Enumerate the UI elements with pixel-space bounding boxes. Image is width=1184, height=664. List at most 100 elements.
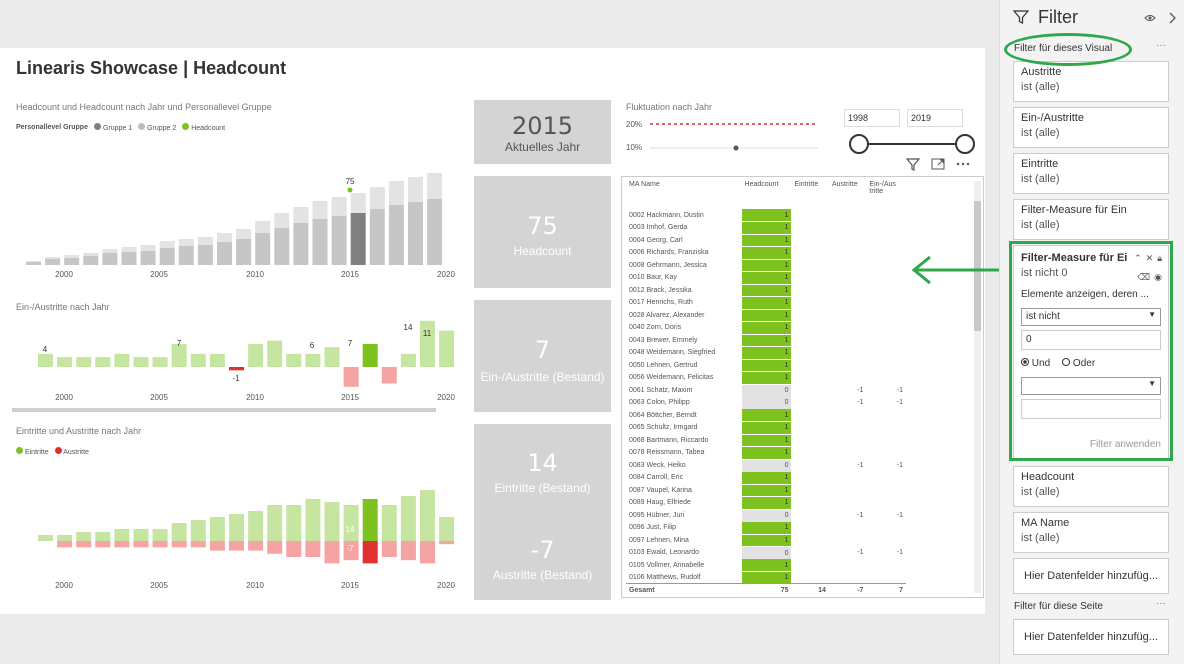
table-row[interactable]: 0043 Brewer, Emmely 1: [626, 334, 906, 347]
bar-positive[interactable]: [305, 353, 321, 367]
bar-gruppe-1[interactable]: [369, 209, 385, 265]
bar-gruppe-2[interactable]: [274, 213, 290, 228]
bar-gruppe-2[interactable]: [159, 241, 175, 248]
column-header[interactable]: MA Name: [629, 181, 660, 188]
bar-eintritte[interactable]: [305, 499, 321, 541]
bar-eintritte[interactable]: [267, 505, 283, 541]
year-slicer[interactable]: 1998 2019: [835, 100, 985, 162]
chevron-right-icon[interactable]: [1168, 12, 1178, 24]
bar-eintritte[interactable]: [209, 517, 225, 541]
bar-eintritte[interactable]: [190, 520, 206, 541]
lock-icon[interactable]: 🔒︎: [1157, 253, 1162, 263]
bar-eintritte[interactable]: [324, 502, 340, 541]
bar-positive[interactable]: [190, 353, 206, 367]
bar-austritte[interactable]: [190, 541, 206, 548]
column-header[interactable]: Headcount: [744, 181, 779, 188]
bar-positive[interactable]: [171, 343, 187, 367]
headcount-chart[interactable]: Headcount und Headcount nach Jahr und Pe…: [12, 100, 461, 288]
table-row[interactable]: 0089 Haug, Elfriede 1: [626, 496, 906, 510]
column-header[interactable]: Ein-/Aus tritte: [869, 181, 896, 195]
bar-eintritte[interactable]: [343, 505, 359, 541]
bar-gruppe-2[interactable]: [121, 247, 137, 252]
bar-eintritte[interactable]: [381, 505, 397, 541]
bar-gruppe-1[interactable]: [331, 216, 347, 265]
table-row[interactable]: 0010 Baur, Kay 1: [626, 271, 906, 285]
slicer-to-input[interactable]: 2019: [907, 109, 963, 127]
bar-negative[interactable]: [343, 367, 359, 387]
bar-positive[interactable]: [420, 320, 435, 367]
bar-positive[interactable]: [248, 343, 264, 367]
bar-gruppe-2[interactable]: [312, 201, 328, 219]
bar-gruppe-1[interactable]: [350, 213, 366, 265]
close-icon[interactable]: ✕: [1145, 253, 1154, 263]
scrollbar[interactable]: [12, 408, 436, 412]
bar-gruppe-2[interactable]: [255, 221, 271, 233]
bar-gruppe-2[interactable]: [178, 239, 194, 246]
table-row[interactable]: 0028 Alvarez, Alexander 1: [626, 309, 906, 322]
slicer-handle-left[interactable]: [849, 134, 869, 154]
table-row[interactable]: 0064 Böttcher, Berndt 1: [626, 409, 906, 422]
eraser-icon[interactable]: ⌫: [1137, 272, 1151, 282]
table-scrollbar[interactable]: [974, 181, 981, 593]
operator-dropdown[interactable]: ist nicht ▼: [1021, 308, 1161, 326]
table-row[interactable]: 0003 Imhof, Gerda 1: [626, 221, 906, 235]
bar-gruppe-1[interactable]: [197, 245, 213, 265]
ein-austritte-chart[interactable]: Ein-/Austritte nach Jahr 4 7 -1 6 -6 7 -…: [12, 300, 461, 412]
bar-positive[interactable]: [267, 340, 283, 367]
more-options-icon[interactable]: [955, 156, 971, 172]
scrollbar-thumb[interactable]: [974, 201, 981, 331]
bar-gruppe-2[interactable]: [102, 249, 118, 253]
filter-card-ma-name[interactable]: MA Name ist (alle): [1013, 512, 1169, 553]
bar-gruppe-2[interactable]: [140, 245, 156, 251]
bar-positive[interactable]: [95, 357, 111, 367]
kpi-headcount[interactable]: 75 Headcount: [474, 176, 611, 288]
bar-gruppe-2[interactable]: [236, 229, 252, 239]
bar-positive[interactable]: [38, 353, 53, 367]
bar-gruppe-2[interactable]: [217, 233, 232, 242]
bar-austritte[interactable]: [420, 541, 435, 564]
table-row[interactable]: 0017 Henrichs, Ruth 1: [626, 296, 906, 310]
filter-card-filter-measure[interactable]: Filter-Measure für Ein ist (alle): [1013, 199, 1169, 240]
bar-austritte[interactable]: [267, 541, 283, 554]
bar-gruppe-2[interactable]: [83, 253, 99, 256]
bar-austritte[interactable]: [95, 541, 111, 548]
column-header[interactable]: Eintritte: [794, 181, 819, 188]
filter-card-headcount[interactable]: Headcount ist (alle): [1013, 466, 1169, 507]
bar-gruppe-1[interactable]: [45, 259, 61, 265]
bar-austritte[interactable]: [171, 541, 187, 548]
bar-gruppe-1[interactable]: [217, 242, 232, 265]
table-row[interactable]: 0065 Schultz, Irmgard 1: [626, 421, 906, 435]
eye-icon[interactable]: ◉: [1154, 272, 1162, 282]
table-row[interactable]: 0040 Zorn, Doris 1: [626, 321, 906, 335]
add-field-page-drop-zone[interactable]: Hier Datenfelder hinzufüg...: [1013, 619, 1169, 655]
bar-eintritte[interactable]: [286, 505, 302, 541]
bar-positive[interactable]: [76, 357, 92, 367]
bar-gruppe-1[interactable]: [255, 233, 271, 265]
table-row[interactable]: 0087 Vaupel, Karina 1: [626, 484, 906, 497]
bar-gruppe-2[interactable]: [45, 257, 61, 259]
bar-austritte[interactable]: [400, 541, 416, 561]
bar-gruppe-1[interactable]: [178, 246, 194, 265]
column-header[interactable]: Austritte: [831, 181, 858, 188]
bar-austritte[interactable]: [114, 541, 130, 548]
bar-positive[interactable]: [209, 353, 225, 367]
bar-eintritte[interactable]: [95, 532, 111, 541]
bar-gruppe-1[interactable]: [121, 252, 137, 265]
apply-filter-button[interactable]: Filter anwenden: [1089, 439, 1161, 450]
bar-austritte[interactable]: [381, 541, 397, 557]
bar-austritte[interactable]: [76, 541, 92, 548]
table-row[interactable]: 0002 Hackmann, Dustin 1: [626, 209, 906, 222]
bar-gruppe-1[interactable]: [64, 258, 80, 265]
bar-austritte[interactable]: [362, 541, 378, 564]
filter-card-austritte[interactable]: Austritte ist (alle): [1013, 61, 1169, 102]
bar-gruppe-2[interactable]: [369, 187, 385, 209]
bar-eintritte[interactable]: [229, 514, 244, 541]
bar-eintritte[interactable]: [133, 529, 149, 541]
bar-gruppe-1[interactable]: [388, 205, 404, 265]
bar-gruppe-2[interactable]: [293, 207, 309, 223]
bar-gruppe-2[interactable]: [408, 177, 423, 202]
or-radio[interactable]: Oder: [1062, 358, 1095, 369]
value2-input[interactable]: [1021, 399, 1161, 419]
filter-card-eintritte[interactable]: Eintritte ist (alle): [1013, 153, 1169, 194]
kpi-eintritte[interactable]: 14 Eintritte (Bestand): [474, 424, 611, 512]
